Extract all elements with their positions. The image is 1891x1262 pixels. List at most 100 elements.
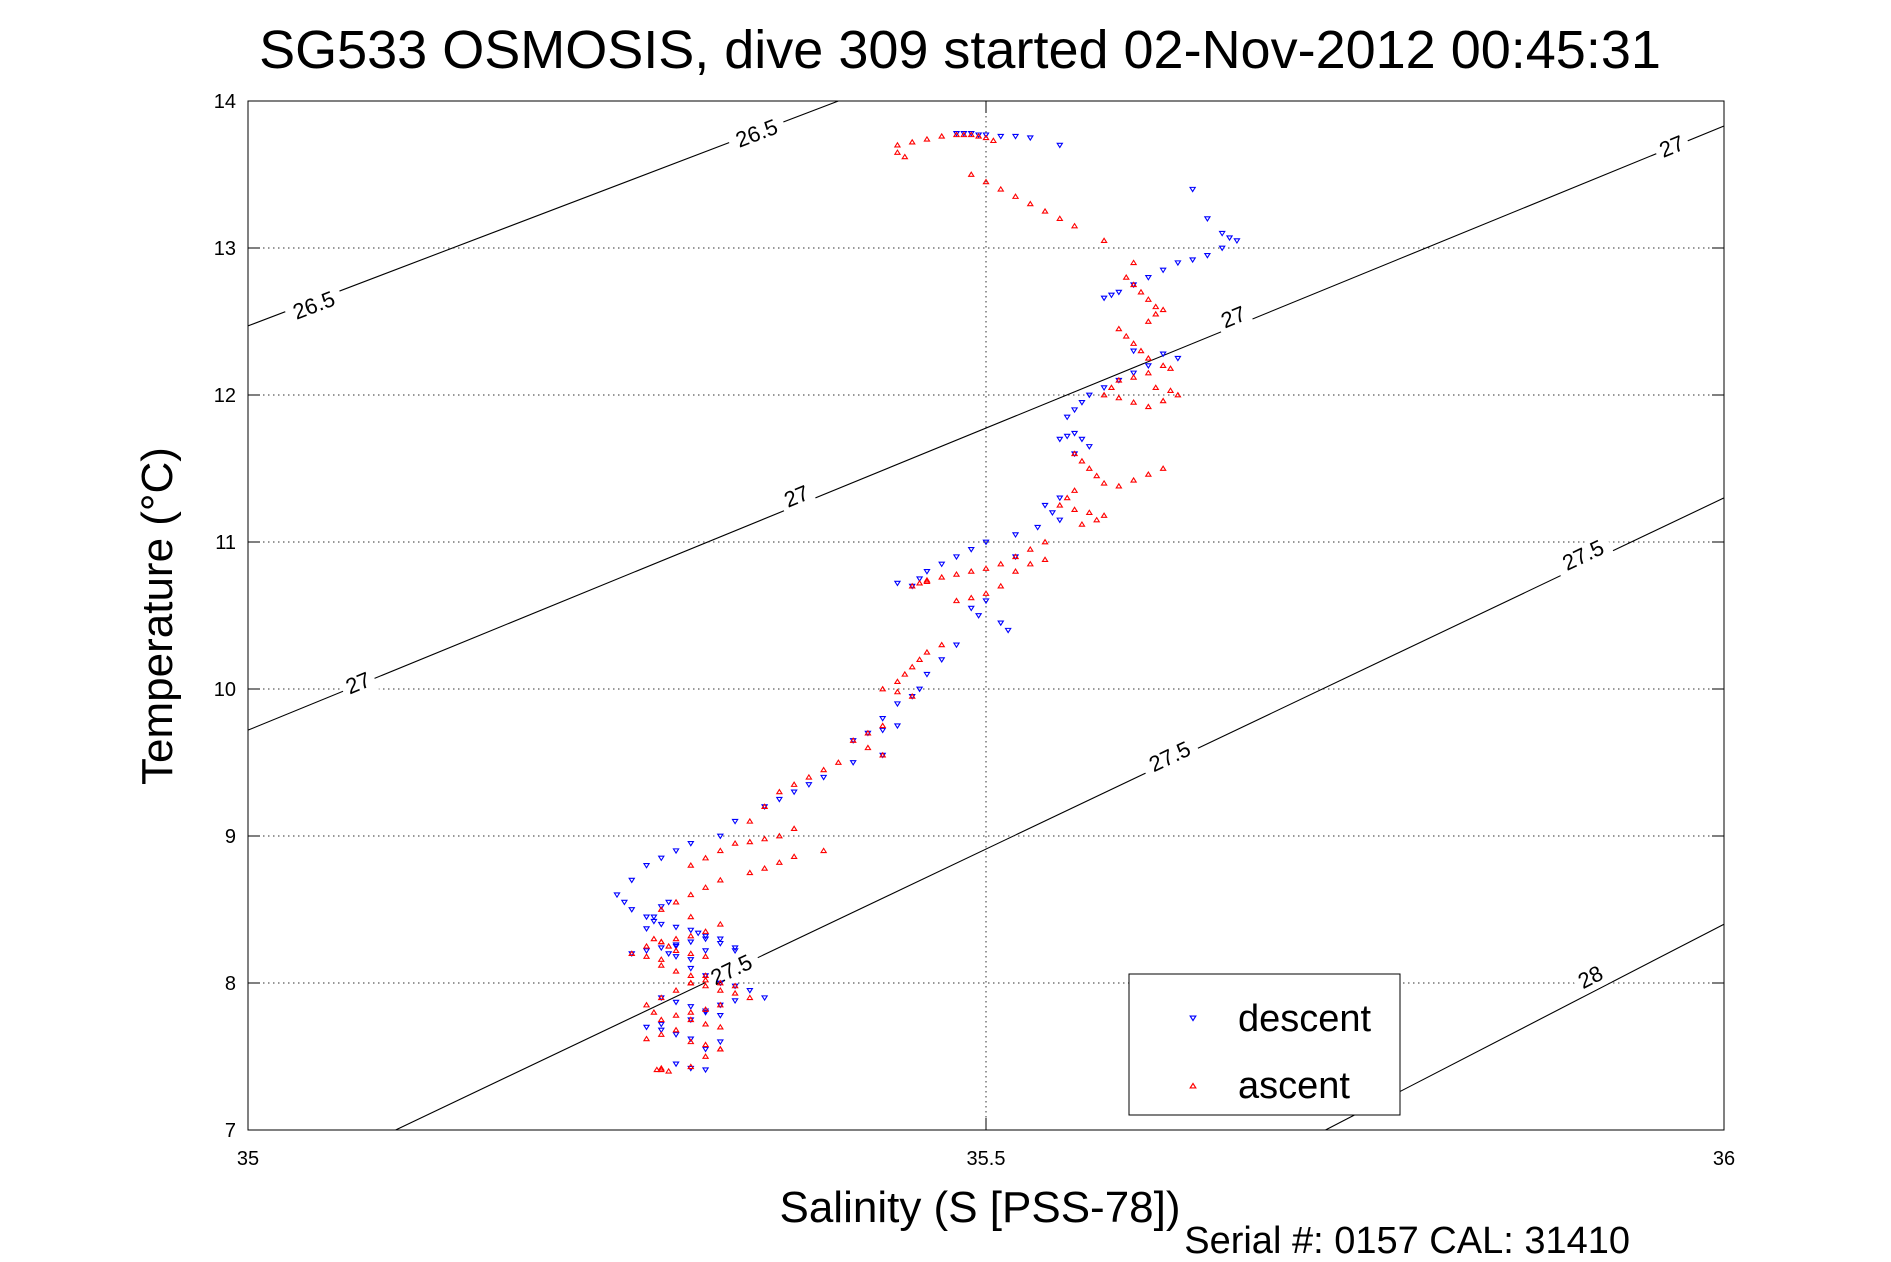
- descent-point: [1056, 495, 1064, 502]
- ascent-point: [989, 137, 997, 144]
- descent-point: [642, 863, 651, 869]
- ascent-point: [665, 1067, 673, 1074]
- ascent-point: [1122, 332, 1130, 339]
- ascent-point: [746, 869, 754, 876]
- legend-descent-label: descent: [1238, 998, 1372, 1040]
- descent-point: [731, 818, 739, 825]
- descent-series: [613, 130, 1241, 1074]
- descent-point: [1085, 392, 1093, 399]
- ascent-point: [967, 131, 975, 138]
- descent-point: [790, 789, 798, 796]
- legend-box: [1128, 973, 1401, 1116]
- ascent-point: [687, 950, 695, 956]
- ascent-point: [657, 1066, 665, 1073]
- ascent-point: [701, 928, 710, 934]
- ascent-point: [1100, 237, 1108, 244]
- descent-point: [1144, 275, 1152, 281]
- ascent-point: [701, 1053, 710, 1059]
- y-tick-label: 9: [225, 826, 236, 848]
- ascent-point: [1130, 476, 1138, 483]
- ascent-point: [1100, 512, 1108, 518]
- ascent-point: [997, 560, 1005, 567]
- ascent-point: [672, 967, 680, 974]
- descent-point: [1011, 133, 1020, 140]
- descent-point: [893, 701, 902, 708]
- ascent-point: [1159, 362, 1167, 368]
- ascent-point: [657, 994, 665, 1001]
- ascent-point: [1093, 472, 1101, 479]
- descent-point: [665, 951, 673, 957]
- descent-point: [952, 554, 961, 561]
- descent-point: [1189, 257, 1197, 264]
- x-tick-label: 35.5: [967, 1148, 1006, 1170]
- ascent-point: [967, 594, 975, 601]
- x-axis-title: Salinity (S [PSS-78]): [779, 1183, 1180, 1232]
- ascent-point: [967, 568, 975, 574]
- ascent-point: [1130, 373, 1138, 380]
- ascent-point: [1122, 274, 1130, 280]
- descent-point: [820, 774, 828, 781]
- contour-label-bg: [725, 113, 789, 157]
- ascent-point: [790, 825, 798, 832]
- x-tick-label: 35: [237, 1148, 259, 1170]
- ascent-point: [1063, 494, 1071, 501]
- descent-point: [628, 877, 636, 884]
- descent-point: [687, 939, 695, 946]
- descent-point: [1034, 524, 1042, 531]
- ascent-point: [790, 781, 798, 787]
- ascent-point: [1041, 207, 1049, 214]
- contour-label-bg: [1139, 734, 1202, 782]
- ascent-point: [1137, 347, 1145, 354]
- descent-point: [952, 642, 961, 649]
- ascent-point: [805, 773, 813, 780]
- ascent-point: [687, 1009, 695, 1015]
- contour-label-bg: [1213, 301, 1255, 337]
- legend-ascent-marker: [1189, 1082, 1197, 1089]
- ascent-point: [923, 578, 931, 585]
- ascent-point: [716, 1045, 724, 1052]
- ascent-point: [701, 953, 710, 959]
- ascent-point: [982, 565, 990, 571]
- ascent-point: [701, 972, 710, 979]
- y-tick-label: 12: [214, 385, 236, 407]
- descent-point: [1063, 433, 1071, 440]
- descent-point: [1048, 510, 1057, 516]
- descent-point: [1070, 430, 1079, 437]
- descent-point: [1085, 444, 1093, 450]
- ascent-point: [642, 942, 651, 949]
- ascent-point: [1144, 318, 1152, 324]
- descent-point: [879, 727, 887, 734]
- ascent-point: [1041, 556, 1049, 563]
- ascent-point: [908, 138, 916, 145]
- descent-point: [687, 1004, 695, 1010]
- ascent-point: [915, 656, 924, 662]
- descent-point: [657, 855, 665, 862]
- ascent-point: [761, 864, 769, 871]
- descent-point: [982, 132, 990, 139]
- descent-point: [657, 945, 665, 952]
- ascent-point: [1130, 340, 1138, 346]
- ascent-point: [893, 688, 902, 695]
- ascent-point: [687, 891, 695, 898]
- descent-point: [1218, 245, 1226, 252]
- ascent-point: [1085, 509, 1093, 515]
- ascent-point: [1144, 369, 1152, 376]
- ascent-point: [642, 1001, 651, 1008]
- descent-point: [1100, 385, 1108, 392]
- descent-point: [849, 760, 857, 766]
- ascent-point: [1115, 394, 1123, 401]
- descent-point: [1100, 295, 1108, 302]
- descent-point: [967, 605, 975, 612]
- ascent-point: [1100, 391, 1108, 398]
- descent-point: [938, 561, 946, 568]
- ascent-point: [1093, 516, 1101, 523]
- ascent-point: [1070, 450, 1079, 457]
- descent-point: [687, 927, 695, 934]
- descent-point: [1056, 436, 1064, 443]
- ascent-point: [665, 942, 673, 949]
- descent-point: [628, 907, 636, 913]
- legend-ascent-triangle: [1189, 1082, 1197, 1089]
- ascent-point: [701, 854, 710, 861]
- ascent-point: [1056, 215, 1064, 221]
- descent-point: [1063, 414, 1071, 421]
